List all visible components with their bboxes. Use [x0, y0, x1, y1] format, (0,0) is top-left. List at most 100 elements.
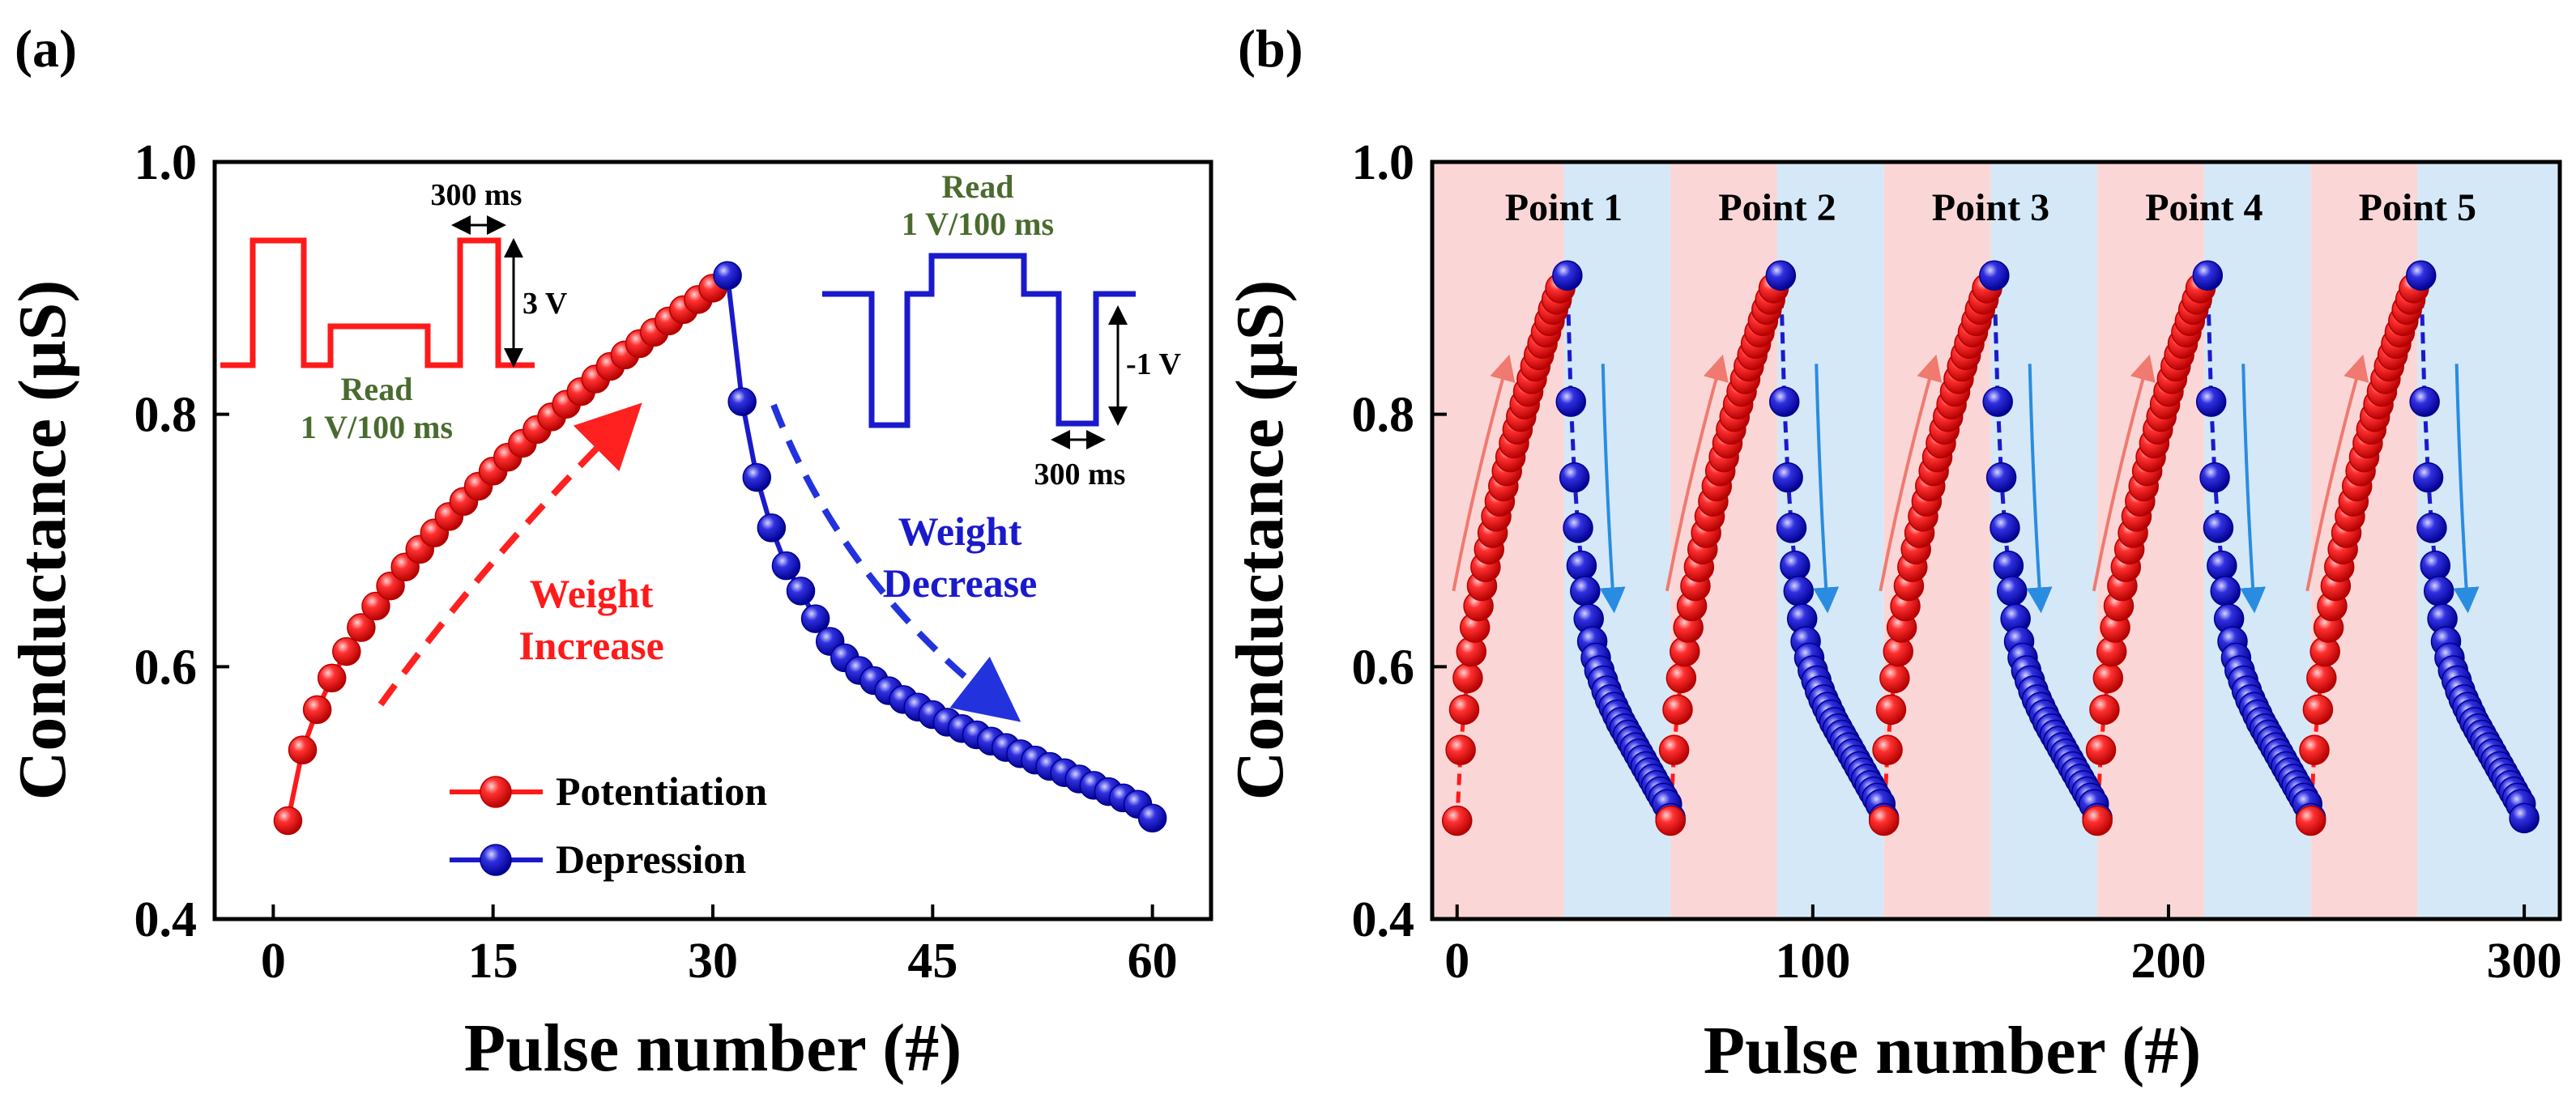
cycle-depression-point [2207, 550, 2237, 581]
legend: Potentiation Depression [450, 768, 767, 882]
cycle-depression-point [1982, 386, 2013, 417]
panel-b-xtick-label: 0 [1444, 934, 1469, 989]
depression-point [713, 261, 742, 290]
panel-a-label: (a) [15, 19, 77, 79]
cycle-potentiation-point [2082, 805, 2113, 836]
legend-potentiation-marker [480, 776, 512, 808]
cycle-depression-point [2420, 550, 2451, 581]
cycle-increase-arrow [2092, 354, 2156, 592]
legend-potentiation-label: Potentiation [556, 768, 767, 814]
cycle-depression-point [1768, 386, 1800, 417]
pot-width-label: 300 ms [431, 178, 522, 212]
cycle-depression-point [1555, 386, 1587, 417]
panel-b-xlabel: Pulse number (#) [1704, 1013, 2201, 1088]
cycle-depression-point [1985, 462, 2017, 493]
cycle-depression-point [1997, 576, 2028, 606]
potentiation-region [2310, 162, 2418, 919]
cycle-potentiation-point [2085, 734, 2117, 765]
cycle-depression-point [1776, 513, 1807, 543]
cycle-potentiation-point [1868, 805, 1900, 836]
cycle-depression-point [1772, 462, 1803, 493]
potentiation-point [302, 695, 332, 725]
cycle-depression-point [1559, 462, 1590, 493]
potentiation-waveform [220, 237, 535, 368]
cycle-depression-point [2203, 513, 2234, 543]
cycle-depression-point [2405, 260, 2437, 291]
pot-amp-label: 3 V [522, 287, 568, 321]
panel-a-ytick-label: 0.6 [134, 640, 198, 695]
region-label: Point 2 [1718, 186, 1836, 229]
cycle-depression-point [2210, 576, 2241, 606]
dep-read-line2: 1 V/100 ms [902, 206, 1054, 242]
panel-b-ticks: 0 100 200 300 0.4 0.6 0.8 1.0 [1352, 135, 2562, 989]
cycle-depression-point [2416, 513, 2447, 543]
cycle-depression-point [2409, 386, 2440, 417]
cycle-depression-point [2199, 462, 2230, 493]
depression-point [757, 513, 787, 543]
cycle-depression-point [1566, 550, 1597, 581]
dep-width-label: 300 ms [1034, 457, 1126, 492]
panel-a-xlabel: Pulse number (#) [464, 1011, 962, 1086]
panel-a-xtick-label: 45 [907, 934, 957, 989]
panel-a-ytick-label: 0.8 [134, 388, 198, 443]
cycle-potentiation-point [1448, 694, 1480, 726]
dep-amp-label: -1 V [1126, 347, 1181, 381]
decrease-arrow [770, 403, 1021, 722]
cycle-increase-arrow [2305, 354, 2369, 592]
panel-b-plot-frame [1430, 160, 2562, 921]
potentiation-point [288, 735, 318, 764]
panel-a-ytick-label: 1.0 [134, 135, 198, 190]
cycle-depression-point [1979, 260, 2010, 291]
cycle-potentiation-point [2299, 734, 2330, 765]
cycle-decrease-arrow [1599, 364, 1626, 614]
cycle-potentiation-point [2302, 694, 2334, 726]
cycle-depression-point [1783, 576, 1815, 606]
pot-read-line1: Read [341, 371, 413, 407]
cycle-depression-point [1993, 550, 2024, 581]
depression-region [2417, 162, 2560, 919]
pot-read-line2: 1 V/100 ms [301, 409, 453, 445]
cycle-decrease-arrow [2453, 364, 2480, 614]
panel-b-ylabel: Conductance (μS) [1222, 280, 1298, 801]
panel-a-xtick-label: 0 [261, 934, 286, 989]
region-label: Point 4 [2145, 186, 2263, 229]
cycle-potentiation-point [1441, 805, 1473, 836]
potentiation-point [347, 613, 376, 642]
panel-b: Point 1 Point 2 Point 3 Point 4 Point 5 0 100… [1222, 135, 2562, 1088]
depression-point [727, 387, 757, 416]
cycle-depression-point [1570, 576, 1601, 606]
panel-b-xtick-label: 100 [1775, 934, 1850, 989]
panel-b-ytick-label: 1.0 [1352, 135, 1415, 190]
potentiation-point [361, 591, 390, 621]
cycle-depression-point [2423, 576, 2454, 606]
panel-a-ylabel: Conductance (μS) [5, 280, 80, 801]
legend-depression-marker [480, 844, 512, 876]
cycle-decrease-arrow [2026, 364, 2053, 614]
cycle-depression-point [2195, 386, 2227, 417]
cycle-depression-point [1765, 260, 1797, 291]
dep-read-line1: Read [942, 168, 1014, 205]
cycle-depression-point [2192, 260, 2224, 291]
increase-arrow [377, 402, 642, 707]
cycle-potentiation-point [1655, 805, 1686, 836]
panel-a-xtick-label: 30 [688, 934, 738, 989]
cycle-increase-arrow [1879, 354, 1943, 592]
potentiation-point [332, 636, 361, 666]
increase-label-line2: Increase [518, 623, 664, 668]
region-label: Point 1 [1505, 186, 1623, 229]
cycle-potentiation-point [2089, 694, 2120, 726]
cycle-depression-point [1990, 513, 2020, 543]
depression-point [1137, 803, 1167, 833]
cycle-depression-point [1780, 550, 1810, 581]
cycle-potentiation-point [1452, 662, 1483, 694]
cycle-potentiation-point [1662, 694, 1693, 726]
depression-point [742, 462, 772, 492]
depression-waveform [822, 253, 1136, 428]
potentiation-pulse-inset: 300 ms 3 V Read 1 V/100 ms [220, 178, 568, 445]
panel-a: 0 15 30 45 60 0.4 0.6 0.8 1.0 Conductance (μS) P… [5, 135, 1213, 1086]
increase-label-line1: Weight [530, 571, 654, 616]
panel-b-ytick-label: 0.4 [1352, 892, 1415, 947]
panel-a-ticks: 0 15 30 45 60 0.4 0.6 0.8 1.0 [134, 135, 1178, 989]
potentiation-point [273, 806, 303, 836]
